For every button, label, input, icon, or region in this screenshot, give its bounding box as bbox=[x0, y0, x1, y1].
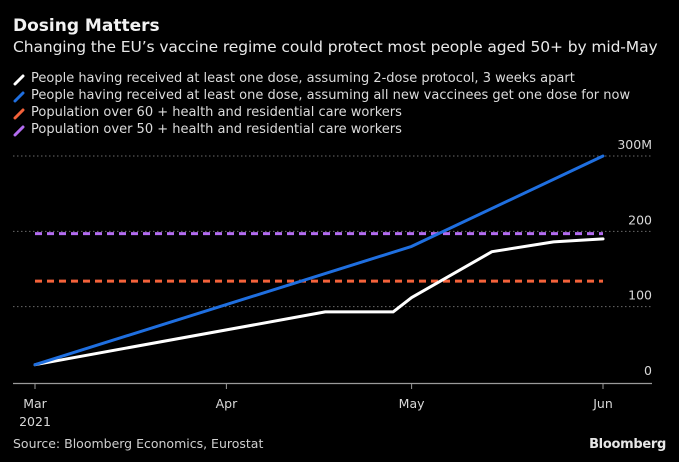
legend-swatch-blue-icon bbox=[13, 91, 25, 102]
x-tick-label: Jun bbox=[592, 396, 613, 411]
x-tick-sublabel: 2021 bbox=[19, 414, 51, 429]
legend-label: People having received at least one dose… bbox=[31, 71, 575, 86]
chart-title: Dosing Matters bbox=[13, 16, 160, 36]
legend-item-two-dose: People having received at least one dose… bbox=[13, 70, 630, 87]
legend-label: Population over 60 + health and resident… bbox=[31, 105, 402, 120]
y-tick-label: 200 bbox=[628, 212, 652, 227]
source-note: Source: Bloomberg Economics, Eurostat bbox=[13, 436, 264, 451]
legend-swatch-orange-icon bbox=[13, 108, 25, 119]
legend-label: Population over 50 + health and resident… bbox=[31, 122, 402, 137]
x-tick-label: Mar bbox=[23, 396, 47, 411]
y-tick-label: 300M bbox=[617, 137, 652, 152]
series-one-dose-line bbox=[33, 154, 605, 367]
x-tick-label: May bbox=[399, 396, 425, 411]
series-two-dose-line bbox=[33, 237, 605, 367]
y-tick-label: 0 bbox=[644, 363, 652, 378]
legend: People having received at least one dose… bbox=[13, 70, 630, 138]
legend-item-over-50: Population over 50 + health and resident… bbox=[13, 121, 630, 138]
x-tick-label: Apr bbox=[216, 396, 238, 411]
legend-swatch-purple-icon bbox=[13, 125, 25, 136]
legend-item-one-dose: People having received at least one dose… bbox=[13, 87, 630, 104]
legend-swatch-white-icon bbox=[13, 74, 25, 85]
y-tick-label: 100 bbox=[628, 288, 652, 303]
legend-label: People having received at least one dose… bbox=[31, 88, 631, 103]
chart-subtitle: Changing the EU’s vaccine regime could p… bbox=[13, 38, 658, 56]
bloomberg-logo: Bloomberg bbox=[589, 437, 666, 452]
legend-item-over-60: Population over 60 + health and resident… bbox=[13, 104, 630, 121]
